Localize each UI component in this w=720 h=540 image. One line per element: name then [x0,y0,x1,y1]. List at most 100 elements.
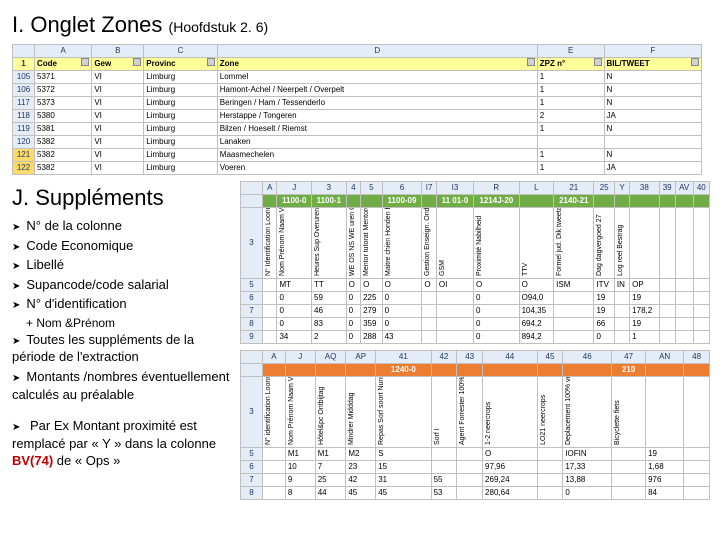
row-header: 118 [13,110,35,123]
bar-cell [457,364,483,377]
bullet-item: Montants /nombres éventuellement calculé… [12,368,232,403]
data-cell [263,461,286,474]
data-cell: 19 [646,448,684,461]
data-cell [422,292,436,305]
bar-cell: 1214J-20 [474,195,520,208]
data-cell: 19 [594,305,614,318]
header-cell[interactable]: Code [35,58,92,71]
rotated-label: Bicyclette fiets [612,377,646,448]
bullet-item: Code Economique [12,237,232,255]
col-header: 42 [431,351,457,364]
data-cell: 83 [312,318,347,331]
rotated-label: Formel jud. Dik tweetal. Ger.twetal. [554,208,594,279]
header-cell[interactable]: Gew [92,58,144,71]
supplements-table-1: AJ3456I7I3RL2125Y3839AV40 1100-01100-111… [240,181,710,344]
bullet-item: Supancode/code salarial [12,276,232,294]
rotated-label: 1-2 neercrops [483,377,538,448]
row-header: 105 [13,71,35,84]
data-cell: 1 [537,97,604,110]
col-header: 39 [659,182,675,195]
col-header: A [263,351,286,364]
data-cell: N [604,84,701,97]
data-cell: 359 [361,318,383,331]
data-cell: 5381 [35,123,92,136]
data-cell: 23 [346,461,376,474]
bar-cell: 1100-1 [312,195,347,208]
data-cell: JA [604,162,701,175]
col-header: 38 [630,182,659,195]
data-cell: 19 [594,292,614,305]
data-cell: 97,96 [483,461,538,474]
data-cell: VI [92,123,144,136]
data-cell [612,474,646,487]
data-cell: VI [92,110,144,123]
data-cell: 53 [431,487,457,500]
data-cell [263,331,277,344]
data-cell: N [604,149,701,162]
data-cell: O [361,279,383,292]
data-cell: Limburg [144,71,218,84]
data-cell [263,487,286,500]
bar-cell: 1240-0 [376,364,431,377]
row-header: 117 [13,97,35,110]
data-cell: IN [614,279,629,292]
rotated-label: Mindrer Midddag [346,377,376,448]
bullet-item: Libellé [12,256,232,274]
data-cell [612,487,646,500]
col-header [241,351,263,364]
rotated-label: WE OS NS WE uren OS NS [346,208,360,279]
rotated-label: N° identification Loonnummer [263,377,286,448]
col-header: 6 [382,182,422,195]
data-cell [554,292,594,305]
rotated-label: TTV [519,208,554,279]
data-cell [554,305,594,318]
data-cell: 2 [312,331,347,344]
data-cell: S [376,448,431,461]
data-cell: 269,24 [483,474,538,487]
data-cell [614,305,629,318]
data-cell [537,448,563,461]
col-header: 46 [563,351,612,364]
header-cell[interactable]: Zone [217,58,537,71]
data-cell [422,331,436,344]
rotated-label: Dag dagvergoed 27 [594,208,614,279]
row-header: 122 [13,162,35,175]
data-cell: N [604,123,701,136]
data-cell: 6 [241,461,263,474]
header-cell[interactable]: 1 [13,58,35,71]
supplements-bullets: N° de la colonneCode EconomiqueLibelléSu… [12,217,232,403]
data-cell: 43 [382,331,422,344]
data-cell: JA [604,110,701,123]
data-cell: 7 [315,461,346,474]
header-cell[interactable]: Provinc [144,58,218,71]
data-cell [431,448,457,461]
header-cell[interactable]: ZPZ n° [537,58,604,71]
data-cell: 7 [241,305,263,318]
header-cell[interactable]: BIL/TWEET [604,58,701,71]
col-header: F [604,45,701,58]
data-cell: 42 [346,474,376,487]
data-cell: VI [92,97,144,110]
col-header: AP [346,351,376,364]
rotated-label: Repas Sorf soort Nunit [376,377,431,448]
col-header: R [474,182,520,195]
col-header: J [277,182,312,195]
data-cell: 84 [646,487,684,500]
data-cell: ITV [594,279,614,292]
last-bullet: Par Ex Montant proximité est remplacé pa… [12,417,232,470]
data-cell: VI [92,149,144,162]
data-cell: 44 [315,487,346,500]
col-header: 21 [554,182,594,195]
data-cell [263,474,286,487]
rotated-label: Heures Sup Overuren [312,208,347,279]
col-header: 4 [346,182,360,195]
data-cell: 976 [646,474,684,487]
data-cell: O94,0 [519,292,554,305]
data-cell [537,487,563,500]
data-cell: IOFIN [563,448,612,461]
bar-cell [483,364,538,377]
data-cell: 10 [285,461,315,474]
col-header: D [217,45,537,58]
data-cell [436,331,473,344]
col-header: L [519,182,554,195]
